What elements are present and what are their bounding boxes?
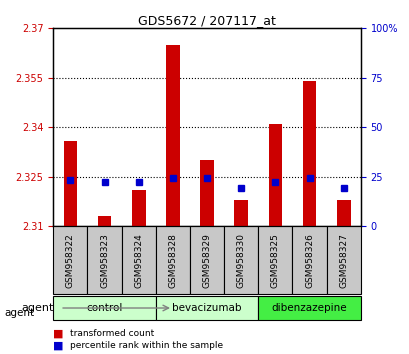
Text: GSM958330: GSM958330 [236,233,245,288]
Bar [326,226,360,294]
Bar [155,296,258,320]
Text: GSM958325: GSM958325 [270,233,279,288]
Text: GSM958329: GSM958329 [202,233,211,288]
Text: control: control [86,303,122,313]
Text: GSM958328: GSM958328 [168,233,177,288]
Bar [292,226,326,294]
Bar [121,226,155,294]
Text: agent: agent [21,303,53,313]
Text: GSM958326: GSM958326 [304,233,313,288]
Bar [155,226,189,294]
Bar [258,226,292,294]
Bar [63,141,77,226]
Bar [87,226,121,294]
Text: dibenzazepine: dibenzazepine [271,303,346,313]
Text: percentile rank within the sample: percentile rank within the sample [70,341,222,350]
Text: GSM958324: GSM958324 [134,233,143,288]
Text: bevacizumab: bevacizumab [172,303,241,313]
Bar [53,226,87,294]
Bar [166,45,179,226]
Text: ■: ■ [53,329,64,339]
Text: GSM958327: GSM958327 [338,233,347,288]
Bar [200,160,213,226]
Text: GSM958322: GSM958322 [66,233,75,288]
Bar [53,296,155,320]
Bar [224,226,258,294]
Text: GSM958323: GSM958323 [100,233,109,288]
Text: agent: agent [4,308,34,318]
Bar [302,81,316,226]
Bar [132,190,145,226]
Text: transformed count: transformed count [70,329,153,338]
Title: GDS5672 / 207117_at: GDS5672 / 207117_at [138,14,275,27]
Bar [189,226,224,294]
Bar [258,296,360,320]
Bar [268,124,281,226]
Text: ■: ■ [53,340,64,350]
Bar [234,200,247,226]
Bar [97,216,111,226]
Bar [336,200,350,226]
